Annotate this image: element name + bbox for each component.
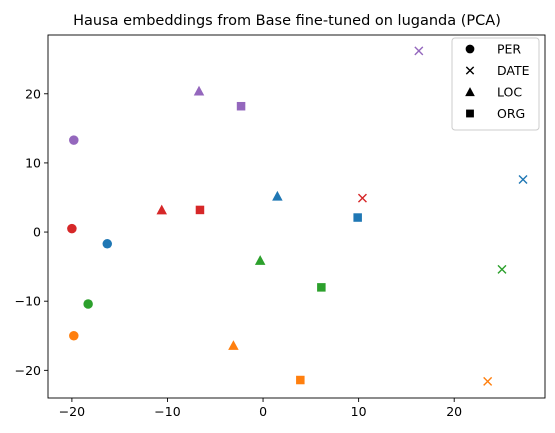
x-axis: −20 −10 0 10 20	[59, 398, 462, 419]
x-tick-label: 10	[351, 404, 367, 419]
x-tick-label: 20	[446, 404, 462, 419]
data-point-triangle	[228, 340, 239, 350]
data-point-x	[483, 376, 493, 386]
x-tick-label: −10	[154, 404, 180, 419]
data-point-circle	[83, 299, 93, 309]
data-point-circle	[102, 239, 113, 249]
y-tick-label: −20	[15, 363, 41, 378]
data-point-triangle	[193, 85, 205, 96]
legend-label: DATE	[497, 63, 530, 78]
data-point-square	[195, 205, 205, 215]
legend-marker-square	[466, 109, 474, 118]
legend-box	[451, 37, 540, 131]
data-point-triangle	[156, 204, 167, 215]
y-tick-label: 10	[25, 155, 41, 170]
data-point-x	[497, 264, 507, 274]
data-point-x	[357, 193, 367, 203]
legend-label: PER	[497, 42, 521, 57]
data-point-square	[353, 213, 362, 222]
data-point-circle	[67, 223, 77, 234]
data-point-square	[317, 283, 326, 292]
plot-area	[67, 46, 528, 386]
legend-label: ORG	[497, 106, 525, 121]
y-tick-label: 0	[33, 225, 41, 240]
y-tick-label: 20	[25, 86, 41, 101]
chart-title: Hausa embeddings from Base fine-tuned on…	[73, 13, 501, 29]
legend-marker-circle	[465, 44, 475, 54]
data-point-x	[414, 46, 424, 56]
legend-marker-triangle	[465, 87, 475, 97]
data-point-x	[518, 175, 528, 185]
data-point-circle	[69, 135, 79, 145]
y-tick-label: −10	[15, 294, 41, 309]
legend: PER DATE LOC ORG	[451, 37, 540, 131]
x-tick-label: −20	[59, 404, 85, 419]
x-tick-label: 0	[259, 404, 267, 419]
data-point-square	[236, 101, 246, 111]
y-axis: −20 −10 0 10 20	[15, 86, 48, 378]
axes-frame	[47, 34, 546, 399]
data-point-triangle	[272, 190, 283, 201]
legend-marker-x	[465, 66, 475, 75]
data-point-circle	[69, 331, 79, 341]
data-point-triangle	[254, 255, 266, 265]
data-point-square	[296, 375, 305, 385]
legend-label: LOC	[497, 85, 522, 100]
